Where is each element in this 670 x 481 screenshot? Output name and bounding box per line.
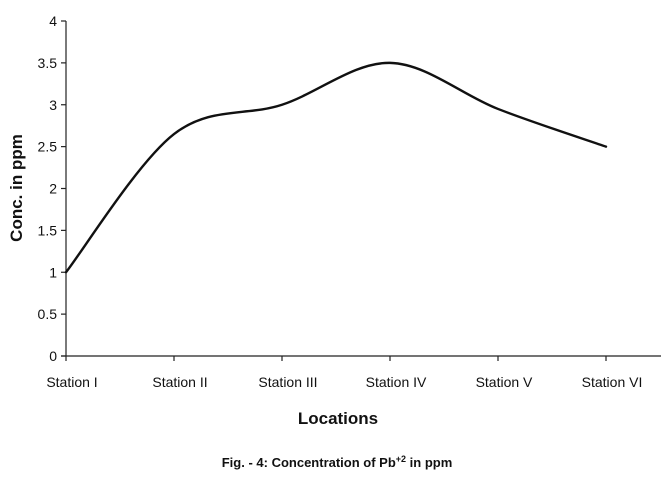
y-tick-label: 1 xyxy=(49,264,57,280)
y-tick-label: 0.5 xyxy=(38,306,58,322)
x-tick-label: Station V xyxy=(476,374,533,390)
y-tick-label: 4 xyxy=(49,13,57,29)
y-tick-label: 3.5 xyxy=(38,55,58,71)
y-tick-label: 0 xyxy=(49,348,57,364)
x-tick-label: Station VI xyxy=(582,374,643,390)
caption-superscript: +2 xyxy=(396,454,406,464)
y-tick-label: 1.5 xyxy=(38,222,58,238)
x-axis: Station I Station II Station III Station IV… xyxy=(46,355,661,390)
x-tick-label: Station IV xyxy=(366,374,427,390)
y-tick-label: 2.5 xyxy=(38,139,58,155)
y-axis: 0 0.5 1 1.5 2 2.5 3 3.5 4 xyxy=(38,13,67,364)
caption-suffix: in ppm xyxy=(406,455,452,470)
x-tick-label: Station II xyxy=(152,374,207,390)
x-tick-label: Station I xyxy=(46,374,97,390)
y-axis-title: Conc. in ppm xyxy=(7,134,26,242)
x-axis-title: Locations xyxy=(298,409,378,428)
series-group xyxy=(64,61,608,274)
y-tick-label: 3 xyxy=(49,97,57,113)
caption-prefix: Fig. - 4: Concentration of Pb xyxy=(222,455,396,470)
series-line xyxy=(64,61,608,274)
figure-caption: Fig. - 4: Concentration of Pb+2 in ppm xyxy=(222,454,453,470)
x-tick-label: Station III xyxy=(258,374,317,390)
y-tick-label: 2 xyxy=(49,181,57,197)
